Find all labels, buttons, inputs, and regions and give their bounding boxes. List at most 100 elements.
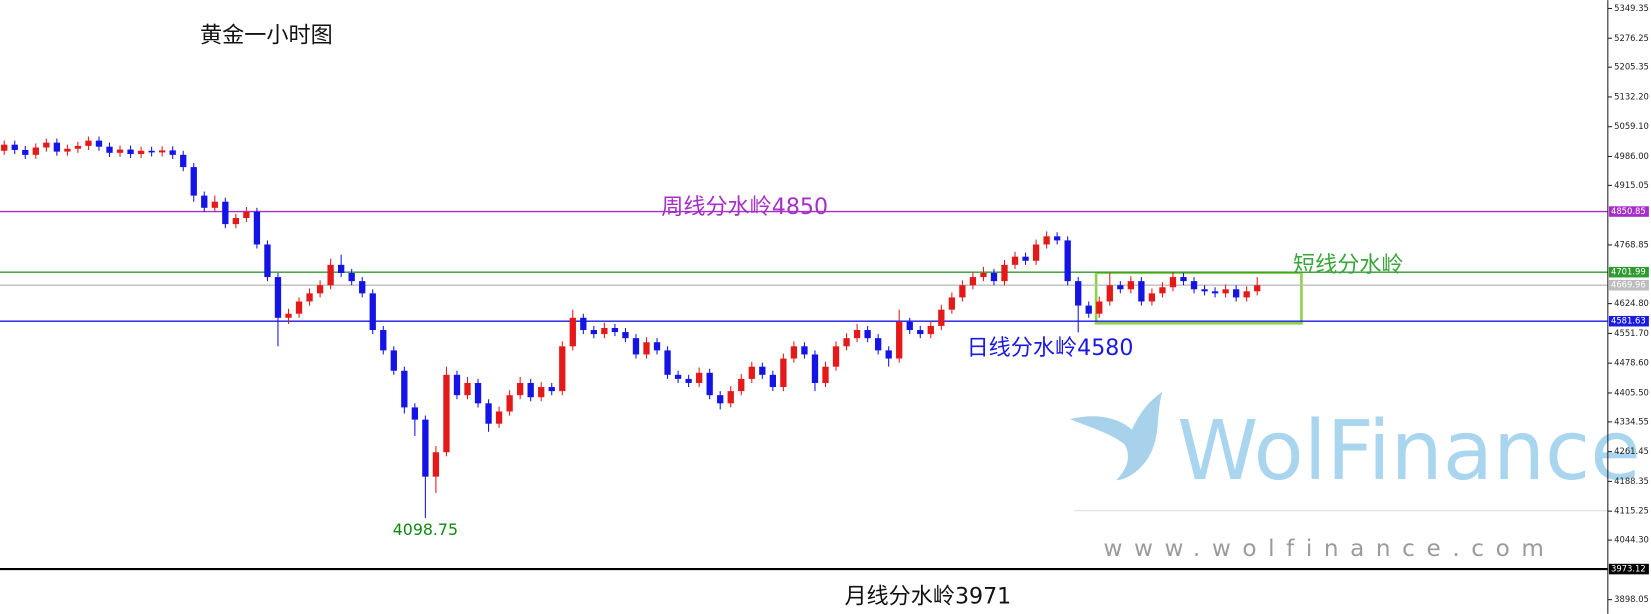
candle-body <box>801 346 808 355</box>
candle-body <box>601 327 608 335</box>
candle-body <box>348 272 355 282</box>
candle-body <box>1075 281 1082 306</box>
candle-body <box>759 366 766 375</box>
candle-body <box>927 325 934 335</box>
candle-body <box>1211 291 1219 294</box>
candle-body <box>1232 289 1240 298</box>
candle-body <box>43 142 50 148</box>
watermark: WolFinance www.wolfinance.com <box>1069 391 1641 562</box>
candle-body <box>843 338 850 347</box>
candle-body <box>738 378 745 392</box>
y-tick-label: 4624.80 <box>1614 298 1649 308</box>
y-tick-label: 4915.05 <box>1614 180 1649 190</box>
candle-body <box>748 366 755 379</box>
candle-body <box>264 244 271 278</box>
chart-title: 黄金一小时图 <box>200 22 333 48</box>
candle-body <box>622 332 629 339</box>
level-price-box <box>1608 315 1649 327</box>
candles <box>1 136 1261 518</box>
candle-body <box>1011 256 1019 265</box>
candle-body <box>1243 291 1250 298</box>
candle-body <box>959 285 966 298</box>
candle-body <box>422 419 429 477</box>
candle-body <box>864 330 871 339</box>
candle-body <box>559 346 566 392</box>
candle-body <box>906 321 913 331</box>
candle-body <box>538 387 545 398</box>
y-tick-label: 4115.25 <box>1614 506 1649 516</box>
candle-body <box>1043 236 1050 245</box>
wolf-logo <box>1069 391 1163 481</box>
candle-body <box>74 145 82 149</box>
candle-body <box>811 354 819 383</box>
candle-body <box>516 382 524 396</box>
candle-body <box>611 327 619 333</box>
y-tick-label: 5349.35 <box>1614 3 1649 13</box>
candle-body <box>401 370 408 408</box>
level-price-label: 4581.63 <box>1611 316 1646 326</box>
candle-body <box>106 146 113 153</box>
candle-body <box>548 387 555 392</box>
candle-body <box>727 391 734 404</box>
candle-body <box>885 350 892 359</box>
candle-body <box>685 378 692 383</box>
candle-body <box>85 140 92 146</box>
candle-body <box>1201 289 1208 292</box>
candle-body <box>1180 277 1187 282</box>
y-tick-label: 5059.10 <box>1614 121 1649 131</box>
level-price-label: 4701.99 <box>1611 267 1646 277</box>
candle-body <box>948 297 956 310</box>
candle-body <box>853 330 861 339</box>
candle-body <box>443 374 450 453</box>
candle-body <box>717 395 724 404</box>
candle-body <box>95 140 103 147</box>
candle-body <box>411 407 419 420</box>
candle-body <box>580 317 587 331</box>
candle-body <box>1190 281 1198 290</box>
y-tick-label: 4551.70 <box>1614 328 1649 338</box>
candle-body <box>1222 289 1229 294</box>
candle-body <box>306 293 313 302</box>
y-tick-label: 5205.35 <box>1614 62 1649 72</box>
candle-body <box>1254 285 1261 292</box>
level-label: 短线分水岭 <box>1293 252 1404 278</box>
y-tick-label: 5132.20 <box>1614 91 1649 101</box>
level-label: 日线分水岭4580 <box>967 335 1134 361</box>
candle-body <box>980 272 987 278</box>
candle-body <box>822 366 829 383</box>
candle-body <box>506 395 513 412</box>
candle-body <box>211 201 218 208</box>
candle-body <box>664 350 671 375</box>
candle-body <box>1117 285 1124 290</box>
candle-body <box>453 374 461 396</box>
candle-body <box>474 382 482 404</box>
candle-body <box>1 144 8 151</box>
candle-body <box>1064 240 1071 282</box>
candle-body <box>380 330 387 351</box>
level-price-box <box>1608 206 1649 217</box>
candle-body <box>285 313 292 318</box>
candle-body <box>116 149 124 153</box>
candle-body <box>316 285 324 294</box>
level-label: 月线分水岭3971 <box>844 584 1011 610</box>
level-price-box <box>1608 279 1649 291</box>
candle-body <box>938 309 945 326</box>
candle-body <box>390 350 397 371</box>
candle-body <box>274 277 282 318</box>
y-tick-label: 4334.55 <box>1614 416 1649 426</box>
candle-body <box>643 342 650 355</box>
y-tick-label: 4261.45 <box>1614 446 1649 456</box>
candle-body <box>1085 305 1092 314</box>
candle-body <box>1148 293 1156 302</box>
level-price-label: 3973.12 <box>1611 564 1646 574</box>
candle-body <box>832 346 840 367</box>
y-tick-label: 4768.85 <box>1614 239 1649 249</box>
candle-body <box>1169 277 1177 288</box>
candle-body <box>653 342 661 351</box>
candle-body <box>32 147 39 155</box>
level-price-box <box>1608 563 1649 575</box>
candle-body <box>990 272 998 282</box>
candle-body <box>169 150 176 155</box>
